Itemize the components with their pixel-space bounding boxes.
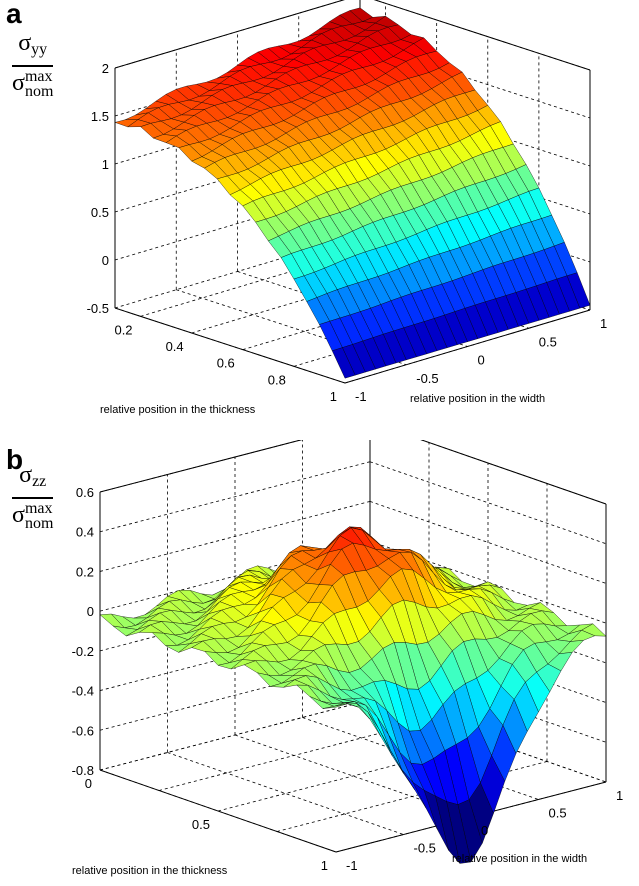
x-axis-title-b: relative position in the thickness	[72, 865, 228, 877]
b-z-tick-label: -0.8	[72, 763, 94, 778]
b-z-tick-label: -0.4	[72, 684, 94, 699]
b-box-edge	[99, 440, 303, 493]
a-x-tick-label: 1	[330, 389, 337, 404]
b-grid-line	[158, 720, 430, 791]
ticks-a: -0.5 0 0.5 1 1.5 2 0.2 0.4 0.6 0.8 1 -1 -0.5 0 0.5 1	[87, 61, 608, 404]
panel-a: a σyy σ max nom -0.5 0 0.5 1 1.5 2 0.2 0.4 0.6 0.8 1…	[0, 0, 639, 440]
a-y-tick-label: -1	[355, 389, 367, 404]
a-z-tick-label: 1	[102, 157, 109, 172]
b-z-tick-label: -0.2	[72, 644, 94, 659]
a-y-tick-label: 0	[478, 353, 485, 368]
b-y-tick-label: -1	[346, 858, 358, 873]
a-grid-line	[140, 242, 386, 317]
z-axis-label-b: σzz σ max nom	[12, 462, 54, 532]
surface-a	[114, 7, 591, 379]
a-x-tick-label: 0.4	[166, 339, 184, 354]
b-y-tick-label: 0	[481, 823, 488, 838]
b-x-tick-label: 0	[85, 776, 92, 791]
b-box-edge	[420, 440, 607, 505]
a-y-tick-label: 0.5	[539, 334, 557, 349]
panel-b: b σzz σ max nom -0.8 -0.6 -0.4 -0.2 0 0.2 0.4 0.6…	[0, 440, 639, 886]
b-x-tick-label: 1	[321, 858, 328, 873]
b-z-tick-label: -0.6	[72, 723, 94, 738]
ticks-b: -0.8 -0.6 -0.4 -0.2 0 0.2 0.4 0.6 0 0.5 1 -1 -0.5 0 0.…	[72, 485, 624, 873]
b-grid-line	[99, 659, 371, 731]
panel-letter-a: a	[6, 0, 22, 29]
panel-letter-b: b	[6, 444, 24, 475]
y-axis-title-a: relative position in the width	[410, 393, 546, 405]
z-axis-label-a: σyy σ max nom	[12, 30, 54, 100]
surface-plot-a: -0.5 0 0.5 1 1.5 2 0.2 0.4 0.6 0.8 1 -1 -0.5 0 0.5 1	[87, 0, 608, 404]
a-box-edge	[114, 307, 346, 384]
surface-b	[99, 526, 607, 864]
a-box-edge	[373, 0, 591, 71]
a-x-tick-label: 0.2	[114, 322, 132, 337]
b-z-tick-label: 0.4	[76, 525, 94, 540]
b-y-tick-label: 1	[616, 788, 623, 803]
a-z-tick-label: -0.5	[87, 301, 109, 316]
a-y-tick-label: -0.5	[416, 371, 438, 386]
a-x-tick-label: 0.6	[217, 356, 235, 371]
b-z-tick-label: 0	[87, 604, 94, 619]
b-grid-line	[99, 699, 371, 771]
a-box-edge	[344, 309, 591, 384]
x-axis-title-a: relative position in the thickness	[100, 404, 256, 416]
y-axis-title-b: relative position in the width	[452, 853, 588, 865]
a-z-tick-label: 0	[102, 253, 109, 268]
b-surface-patch	[322, 703, 348, 709]
a-y-tick-label: 1	[600, 316, 607, 331]
a-z-tick-label: 1.5	[91, 109, 109, 124]
b-x-tick-label: 0.5	[192, 817, 210, 832]
b-z-tick-label: 0.2	[76, 564, 94, 579]
b-grid-line	[276, 761, 548, 832]
b-z-tick-label: 0.6	[76, 485, 94, 500]
b-box-edge	[99, 769, 337, 853]
a-z-tick-label: 0.5	[91, 205, 109, 220]
b-grid-line	[217, 740, 489, 812]
b-y-tick-label: 0.5	[549, 806, 567, 821]
a-grid-line	[176, 289, 407, 366]
surface-plot-b: -0.8 -0.6 -0.4 -0.2 0 0.2 0.4 0.6 0 0.5 1 -1 -0.5 0 0.…	[72, 440, 624, 873]
a-surface-patch	[331, 347, 356, 379]
a-grid-line	[359, 42, 591, 119]
a-x-tick-label: 0.8	[268, 372, 286, 387]
b-grid-line	[99, 461, 371, 533]
a-z-tick-label: 2	[102, 61, 109, 76]
a-box-edge	[114, 0, 345, 69]
b-grid-line	[99, 440, 303, 493]
b-y-tick-label: -0.5	[414, 841, 436, 856]
